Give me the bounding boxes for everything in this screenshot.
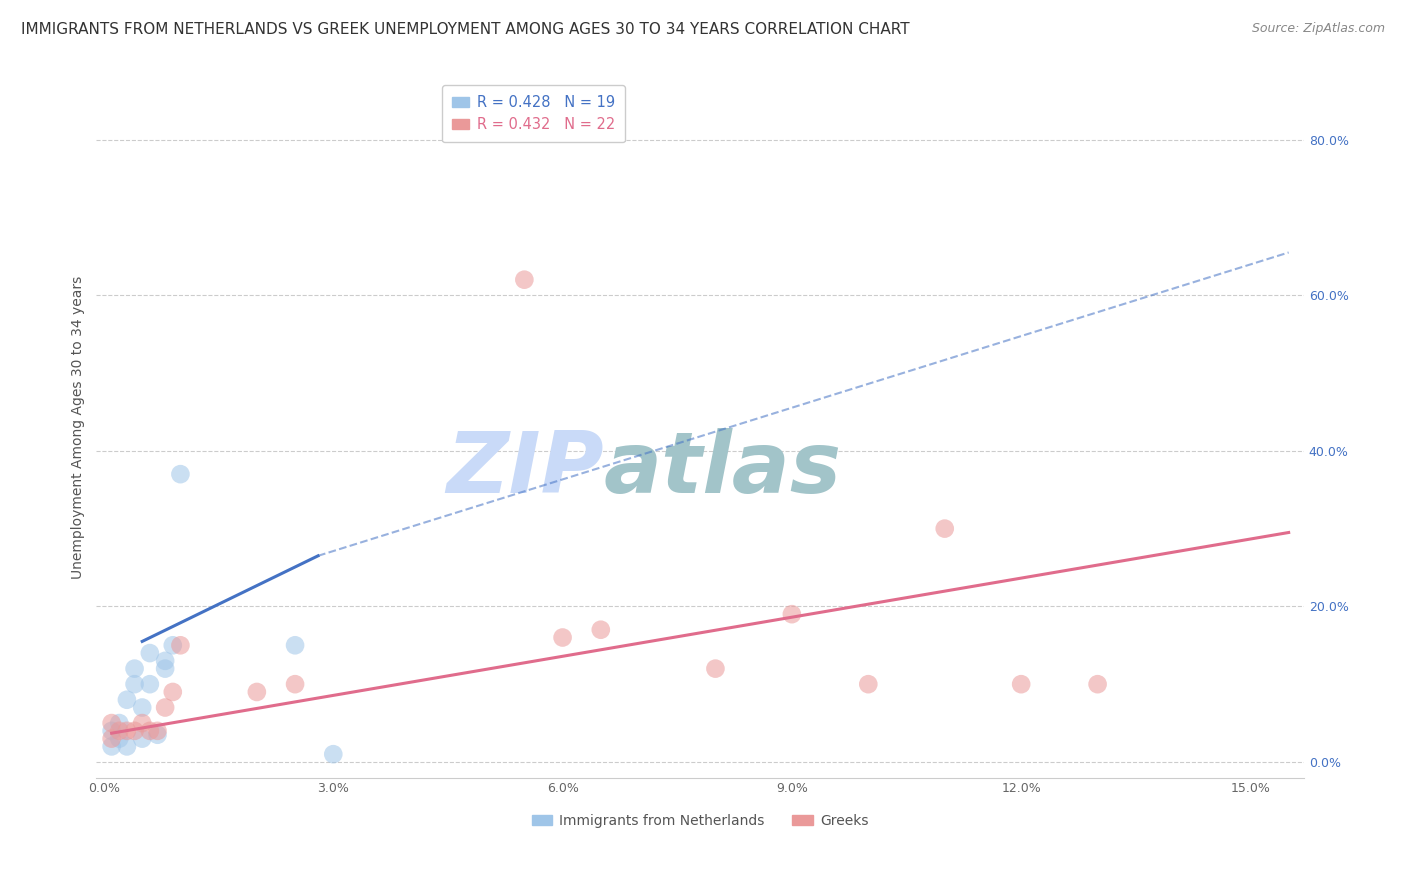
Point [146, 728, 169, 742]
Point [162, 685, 184, 699]
Point [108, 716, 131, 731]
Point [551, 631, 574, 645]
Point [284, 677, 307, 691]
Point [124, 662, 146, 676]
Point [131, 700, 153, 714]
Point [704, 662, 727, 676]
Point [115, 692, 138, 706]
Point [153, 654, 176, 668]
Point [153, 662, 176, 676]
Text: atlas: atlas [603, 428, 842, 511]
Point [169, 638, 191, 652]
Point [124, 677, 146, 691]
Point [589, 623, 612, 637]
Point [139, 646, 162, 660]
Point [108, 723, 131, 738]
Point [131, 731, 153, 746]
Point [100, 716, 122, 731]
Point [100, 739, 122, 754]
Text: IMMIGRANTS FROM NETHERLANDS VS GREEK UNEMPLOYMENT AMONG AGES 30 TO 34 YEARS CORR: IMMIGRANTS FROM NETHERLANDS VS GREEK UNE… [21, 22, 910, 37]
Legend: Immigrants from Netherlands, Greeks: Immigrants from Netherlands, Greeks [526, 808, 875, 834]
Point [284, 638, 307, 652]
Point [115, 739, 138, 754]
Point [139, 723, 162, 738]
Point [934, 522, 956, 536]
Point [115, 723, 138, 738]
Point [322, 747, 344, 762]
Point [858, 677, 880, 691]
Text: Source: ZipAtlas.com: Source: ZipAtlas.com [1251, 22, 1385, 36]
Point [100, 723, 122, 738]
Point [100, 731, 122, 746]
Y-axis label: Unemployment Among Ages 30 to 34 years: Unemployment Among Ages 30 to 34 years [72, 276, 86, 579]
Point [108, 731, 131, 746]
Point [1010, 677, 1032, 691]
Point [513, 273, 536, 287]
Text: ZIP: ZIP [446, 428, 603, 511]
Point [153, 700, 176, 714]
Point [162, 638, 184, 652]
Point [124, 723, 146, 738]
Point [246, 685, 269, 699]
Point [146, 723, 169, 738]
Point [139, 677, 162, 691]
Point [131, 716, 153, 731]
Point [1087, 677, 1109, 691]
Point [169, 467, 191, 482]
Point [780, 607, 803, 622]
